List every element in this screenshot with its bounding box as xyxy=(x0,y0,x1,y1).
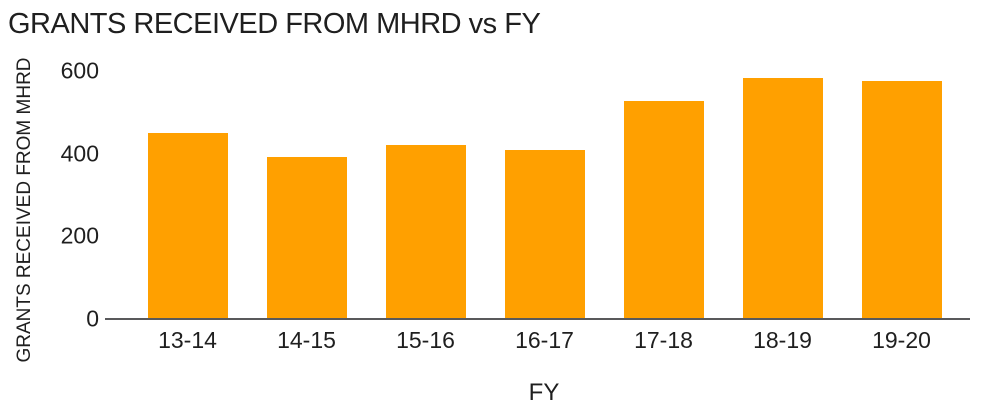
x-tick-label: 17-18 xyxy=(634,327,693,353)
x-axis-ticks: 13-14 14-15 15-16 16-17 17-18 18-19 19-20 xyxy=(128,327,961,354)
x-tick-label: 18-19 xyxy=(753,327,812,353)
bar-slot xyxy=(128,71,247,319)
bar-series xyxy=(128,71,961,319)
bar-19-20 xyxy=(861,80,942,319)
bar-slot xyxy=(366,71,485,319)
bar-13-14 xyxy=(147,133,228,319)
bar-slot xyxy=(485,71,604,319)
x-tick-label: 14-15 xyxy=(277,327,336,353)
x-tick-label: 19-20 xyxy=(872,327,931,353)
bar-slot xyxy=(247,71,366,319)
bar-16-17 xyxy=(504,150,585,319)
bar-slot xyxy=(723,71,842,319)
y-tick-label: 200 xyxy=(60,222,99,249)
bar-15-16 xyxy=(385,145,466,319)
bar-slot xyxy=(604,71,723,319)
y-tick-label: 0 xyxy=(86,305,99,332)
x-tick-label: 15-16 xyxy=(396,327,455,353)
x-axis-title: FY xyxy=(528,379,560,406)
x-tick-label: 16-17 xyxy=(515,327,574,353)
x-tick-label: 13-14 xyxy=(158,327,217,353)
y-axis-ticks: 0 200 400 600 xyxy=(0,58,99,332)
bar-18-19 xyxy=(742,77,823,319)
y-tick-label: 600 xyxy=(60,57,99,84)
y-tick-label: 400 xyxy=(60,140,99,167)
x-axis-line xyxy=(105,318,970,320)
chart-title: GRANTS RECEIVED FROM MHRD vs FY xyxy=(8,8,541,40)
bar-14-15 xyxy=(266,156,347,319)
bar-slot xyxy=(842,71,961,319)
bar-17-18 xyxy=(623,101,704,319)
plot-area xyxy=(128,71,961,319)
